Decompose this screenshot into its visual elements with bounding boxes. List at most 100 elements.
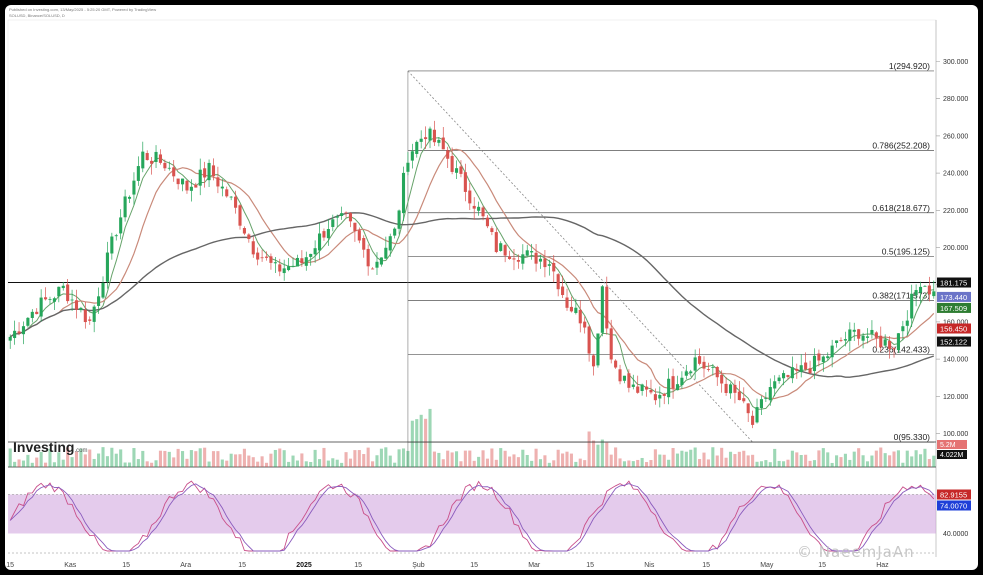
- candle-body: [424, 137, 428, 140]
- x-tick-label: Kas: [64, 562, 77, 569]
- volume-bar: [706, 459, 710, 467]
- candle-body: [481, 207, 485, 217]
- candle-body: [830, 345, 834, 358]
- candle-body: [490, 228, 494, 233]
- volume-bar: [8, 448, 12, 467]
- volume-bar: [136, 459, 140, 467]
- volume-bar: [459, 461, 463, 467]
- candle-body: [48, 299, 52, 301]
- volume-bar: [52, 462, 56, 467]
- candle-body: [614, 360, 618, 368]
- candle-body: [66, 284, 70, 302]
- y-tick-label: 200.000: [943, 245, 968, 252]
- candle-body: [826, 356, 830, 359]
- candle-body: [428, 128, 432, 141]
- x-tick-label: May: [760, 562, 774, 569]
- volume-bar: [821, 448, 825, 467]
- volume-bar: [645, 462, 649, 467]
- volume-bar: [401, 448, 406, 467]
- volume-bar: [733, 454, 737, 467]
- candle-body: [742, 398, 746, 402]
- stoch-badge-label: 74.0070: [940, 502, 967, 511]
- fib-level-label: 1(294.920): [889, 61, 930, 71]
- candle-body: [574, 307, 578, 313]
- candle-body: [777, 377, 781, 382]
- volume-bar: [525, 454, 529, 467]
- candle-body: [706, 369, 710, 370]
- candle-body: [857, 329, 861, 339]
- volume-bar: [773, 448, 777, 467]
- volume-bar: [737, 451, 741, 467]
- candle-body: [401, 172, 406, 214]
- volume-bar: [119, 449, 123, 467]
- candle-body: [751, 415, 755, 425]
- candle-body: [415, 141, 419, 154]
- moving-averages: [9, 137, 935, 410]
- volume-bar: [127, 462, 132, 467]
- candle-body: [379, 257, 383, 265]
- volume-bar: [609, 454, 613, 467]
- volume-bar: [927, 459, 931, 467]
- candle-body: [44, 297, 48, 300]
- price-badge: [937, 277, 971, 288]
- candle-body: [234, 196, 238, 208]
- candle-body: [768, 387, 772, 401]
- volume-bar: [494, 459, 498, 467]
- candle-body: [649, 389, 653, 393]
- fib-level-label: 0.236(142.433): [872, 345, 930, 355]
- candle-body: [211, 165, 216, 177]
- volume-bar: [640, 457, 644, 467]
- volume-bar: [163, 450, 167, 467]
- candle-body: [799, 365, 803, 373]
- candle-body: [892, 348, 896, 350]
- candle-body: [839, 340, 843, 341]
- volume-bar: [437, 452, 441, 467]
- price-badges: 181.175 173.440 167.509 156.450 152.122 5.2M 4…: [937, 277, 971, 459]
- candle-body: [198, 169, 202, 186]
- volume-bar: [432, 451, 436, 467]
- price-badge: [937, 291, 971, 302]
- chart-header: Published on Investing.com, 13/May/2025 …: [9, 7, 156, 19]
- volume-bar: [786, 459, 790, 467]
- price-badge-label: 152.122: [940, 338, 967, 347]
- candle-body: [578, 309, 582, 324]
- volume-bar: [198, 448, 202, 467]
- candle-body: [101, 282, 105, 298]
- volume-bar: [406, 450, 410, 467]
- volume-bar: [468, 450, 472, 467]
- x-tick-label: 15: [122, 562, 130, 569]
- candle-body: [698, 356, 702, 364]
- volume-bar: [35, 457, 39, 467]
- volume-bar: [379, 448, 383, 467]
- candle-body: [728, 384, 733, 394]
- candle-body: [92, 306, 96, 322]
- candle-body: [627, 373, 631, 388]
- candle-body: [459, 166, 463, 174]
- volume-bar: [287, 461, 291, 467]
- volume-bar: [141, 450, 145, 467]
- candle-body: [680, 377, 684, 386]
- candles: [8, 120, 936, 429]
- candle-body: [406, 162, 410, 172]
- volume-bar: [879, 447, 883, 467]
- volume-bar: [923, 448, 927, 467]
- volume-bar: [596, 444, 600, 467]
- price-badge-label: 167.509: [940, 304, 967, 313]
- candle-body: [552, 262, 556, 272]
- volume-bar: [812, 460, 817, 467]
- candle-body: [251, 241, 255, 255]
- candle-body: [74, 300, 79, 310]
- candle-body: [185, 180, 189, 191]
- candle-body: [357, 230, 361, 241]
- candle-body: [322, 231, 326, 238]
- candle-body: [508, 256, 512, 259]
- volume-badge: [937, 440, 967, 449]
- y-tick-label: 300.000: [943, 59, 968, 66]
- candle-body: [645, 386, 649, 390]
- symbol-line: SOLUSD, Binance/SOLUSD, D: [9, 13, 65, 18]
- candle-body: [561, 286, 565, 296]
- volume-bar: [66, 447, 70, 467]
- fib-level-label: 0.382(171.573): [872, 290, 930, 300]
- volume-bar: [547, 462, 551, 467]
- candle-body: [375, 261, 379, 268]
